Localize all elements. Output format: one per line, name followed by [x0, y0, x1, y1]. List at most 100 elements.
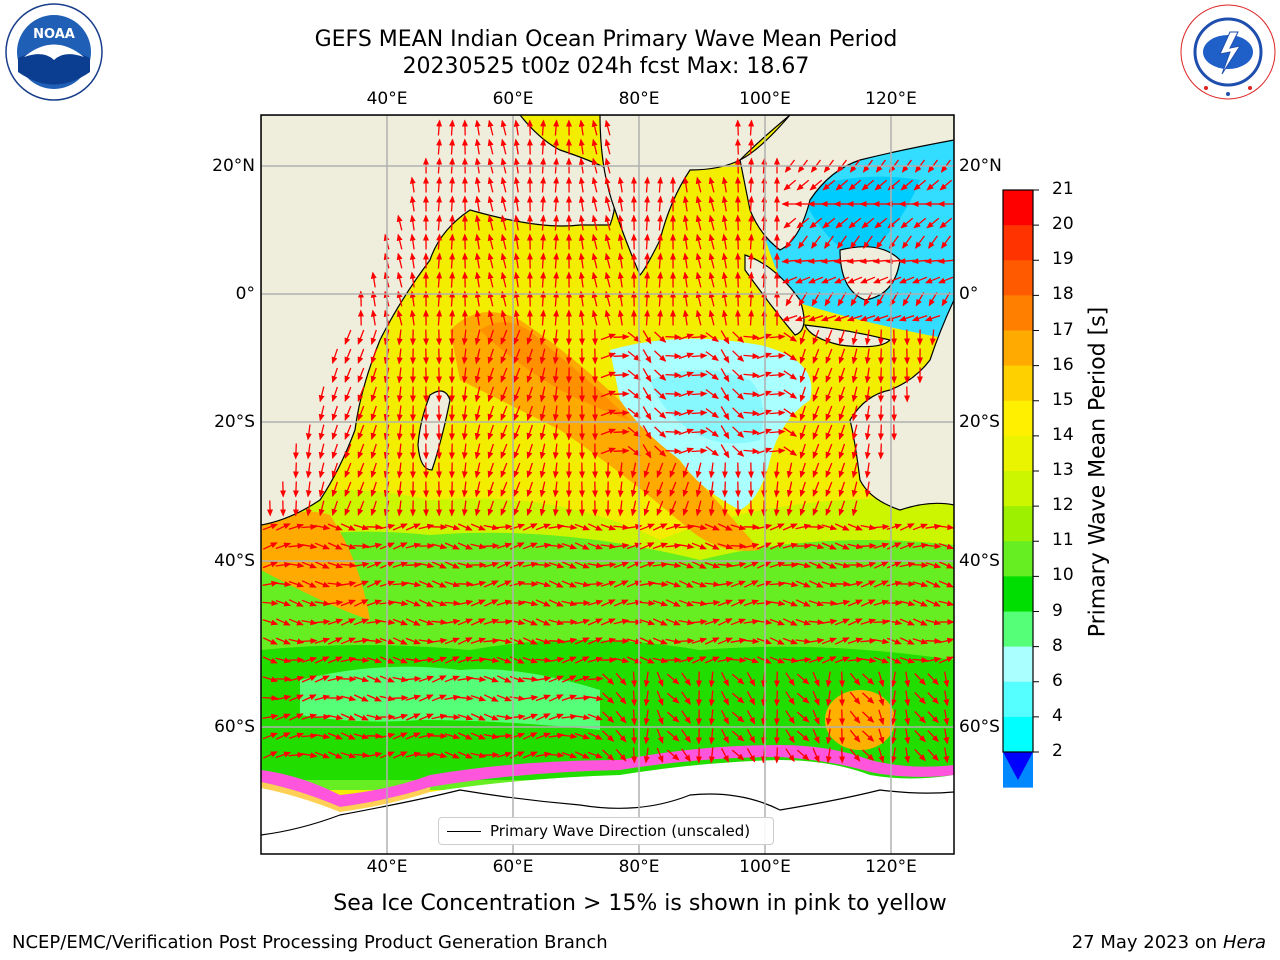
wave-direction-arrow	[574, 561, 590, 569]
colorbar-tick-label: 2	[1052, 741, 1063, 761]
wave-direction-arrow	[275, 523, 291, 531]
wave-direction-arrow	[604, 252, 611, 269]
wave-direction-arrow	[756, 371, 773, 379]
wave-direction-arrow	[912, 523, 928, 531]
wave-direction-arrow	[513, 424, 521, 440]
wave-direction-arrow	[591, 119, 598, 136]
colorbar-tick-label: 15	[1052, 389, 1074, 410]
wave-direction-arrow	[799, 443, 806, 460]
wave-direction-arrow	[483, 524, 500, 531]
wave-direction-arrow	[691, 333, 708, 340]
wave-direction-arrow	[695, 252, 702, 269]
wave-direction-arrow	[708, 500, 715, 517]
wave-direction-arrow	[587, 580, 604, 587]
wave-direction-arrow	[327, 542, 343, 550]
wave-direction-arrow	[262, 580, 279, 587]
wave-direction-arrow	[436, 176, 443, 193]
run-date-text: 27 May 2023 on	[1071, 932, 1218, 953]
wave-direction-arrow	[734, 119, 741, 136]
wave-direction-arrow	[461, 424, 468, 441]
wave-direction-arrow	[275, 542, 292, 550]
wave-direction-arrow	[540, 138, 547, 155]
wave-direction-arrow	[769, 523, 785, 531]
wave-direction-arrow	[548, 543, 565, 550]
wave-direction-arrow	[915, 235, 925, 249]
sea-ice-note: Sea Ice Concentration > 15% is shown in …	[333, 891, 947, 916]
wave-direction-arrow	[526, 386, 534, 403]
wave-direction-arrow	[682, 195, 689, 212]
wave-direction-arrow	[604, 138, 611, 155]
wave-direction-arrow	[396, 233, 403, 250]
wave-direction-arrow	[630, 500, 637, 517]
wave-direction-arrow	[301, 580, 317, 588]
wave-direction-arrow	[695, 500, 702, 517]
wave-direction-arrow	[444, 561, 460, 569]
wave-direction-arrow	[639, 523, 655, 531]
wave-direction-arrow	[392, 542, 408, 550]
wave-direction-arrow	[704, 542, 720, 550]
wave-direction-arrow	[825, 500, 833, 516]
wave-direction-arrow	[748, 309, 755, 326]
wave-direction-arrow	[301, 523, 318, 530]
wave-direction-arrow	[513, 309, 520, 326]
wave-direction-arrow	[487, 214, 494, 231]
wave-direction-arrow	[487, 348, 495, 365]
wave-direction-arrow	[552, 348, 559, 365]
wave-direction-arrow	[769, 352, 786, 359]
wave-direction-arrow	[461, 367, 468, 384]
wave-direction-arrow	[743, 542, 760, 549]
wave-direction-arrow	[553, 252, 560, 269]
wave-direction-arrows	[262, 119, 954, 764]
wave-direction-arrow	[732, 369, 745, 381]
wave-direction-arrow	[644, 309, 651, 326]
wave-direction-arrow	[500, 367, 508, 383]
wave-direction-arrow	[405, 542, 422, 549]
wave-direction-arrow	[925, 638, 942, 645]
wave-direction-arrow	[654, 350, 667, 362]
wave-direction-arrow	[756, 561, 772, 569]
wave-direction-arrow	[600, 409, 617, 417]
wave-direction-arrow	[553, 119, 560, 136]
wave-direction-arrow	[370, 500, 377, 517]
wave-direction-arrow	[292, 443, 299, 460]
wave-direction-arrow	[669, 500, 677, 516]
wave-direction-arrow	[721, 195, 728, 212]
wave-direction-arrow	[522, 561, 539, 568]
wave-direction-arrow	[461, 348, 468, 365]
wave-direction-arrow	[717, 523, 733, 531]
wave-direction-arrow	[721, 462, 728, 479]
wave-direction-arrow	[539, 405, 546, 422]
wave-direction-arrow	[838, 386, 846, 403]
wave-direction-arrow	[370, 424, 377, 441]
wave-direction-arrow	[357, 481, 365, 497]
colorbar-tick-label: 17	[1052, 319, 1074, 340]
wave-direction-arrow	[705, 370, 719, 380]
wave-direction-arrow	[812, 405, 820, 421]
wave-direction-arrow	[783, 408, 798, 418]
wave-direction-arrow	[436, 214, 443, 231]
wave-direction-arrow	[370, 386, 377, 403]
wave-direction-arrow	[483, 561, 500, 568]
wave-direction-arrow	[613, 561, 630, 569]
wave-direction-arrow	[344, 405, 352, 421]
wave-direction-arrow	[630, 481, 637, 498]
wave-direction-arrow	[812, 481, 820, 497]
wave-direction-arrow	[600, 333, 617, 341]
wave-direction-arrow	[513, 443, 521, 459]
wave-direction-arrow	[822, 217, 836, 229]
wave-direction-arrow	[912, 562, 929, 569]
wave-direction-arrow	[513, 500, 521, 516]
wave-direction-arrow	[860, 561, 877, 568]
wave-direction-arrow	[617, 214, 624, 231]
wave-direction-arrow	[876, 235, 886, 249]
wave-direction-arrow	[474, 233, 481, 250]
wave-direction-arrow	[654, 369, 667, 381]
wave-direction-arrow	[665, 391, 682, 398]
wave-direction-arrow	[851, 367, 858, 384]
wave-direction-arrow	[911, 314, 928, 322]
colorbar	[1002, 189, 1039, 788]
wave-direction-arrow	[900, 179, 914, 191]
wave-direction-arrow	[864, 405, 871, 422]
wave-direction-arrow	[939, 179, 953, 191]
wave-direction-arrow	[500, 386, 508, 402]
